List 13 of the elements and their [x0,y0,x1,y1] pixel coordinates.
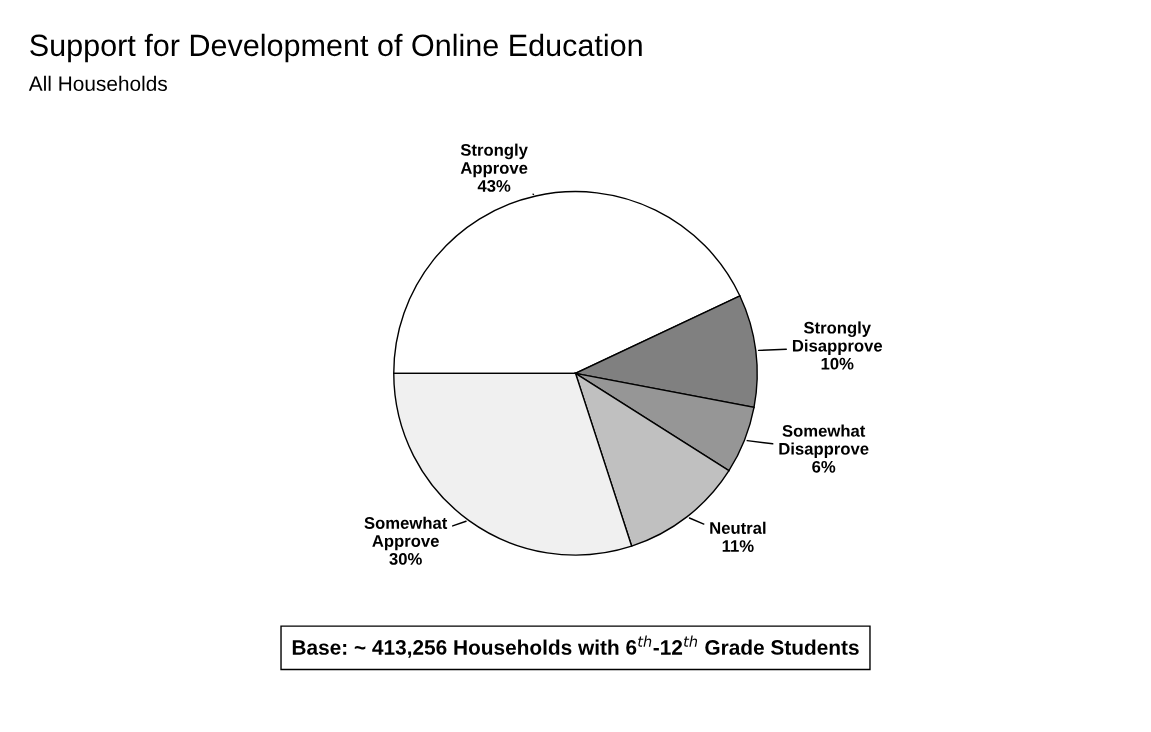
text: All Households [28,75,167,92]
data-label: 11% [722,540,754,552]
data-label: 43% [477,180,511,192]
data-label: 30% [389,553,422,565]
data-label: 6% [812,460,836,473]
slice-label: Somewhat Disapprove [779,424,869,459]
slice-label: Strongly Disapprove [792,321,883,355]
slice-label: Somewhat Approve [364,516,448,551]
text: Base: ~ 413,256 Households with 6$^{th}$-12$^{th}$ Grade Students [292,635,859,658]
slice-label: Neutral [710,521,766,534]
chart-title: Support for Development of Online Education [30,33,642,63]
slice-label: Strongly Approve [460,143,528,178]
data-label: 10% [821,357,854,370]
